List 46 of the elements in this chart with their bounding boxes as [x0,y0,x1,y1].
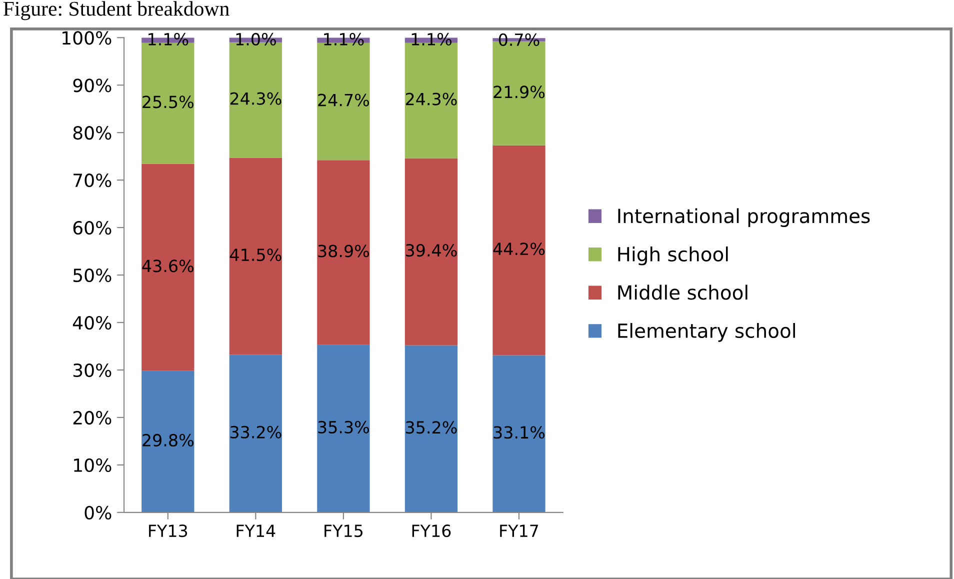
bar [317,160,370,345]
data-label: 29.8% [142,434,194,447]
data-label: 24.3% [406,92,457,106]
bar [492,355,546,512]
x-tick-label: FY17 [500,524,538,537]
bar [404,345,458,512]
data-label: 38.9% [318,244,369,258]
y-tick-label: 0% [84,506,112,520]
legend-label: Elementary school [618,323,795,342]
data-label: 35.3% [318,420,369,434]
x-tick-label: FY14 [236,524,276,537]
y-tick-label: 50% [73,268,112,282]
y-tick-label: 40% [72,316,112,330]
bar [142,164,194,371]
legend-label: International programmes [618,208,870,228]
data-label: 33.1% [494,426,545,439]
y-tick-label: 20% [73,410,112,425]
data-label: 44.2% [493,242,545,256]
data-label: 21.9% [494,86,545,98]
y-tick-label: 70% [74,174,112,188]
y-tick-label: 80% [73,126,112,140]
y-tick-label: 30% [73,363,112,378]
data-label: 24.3% [230,92,282,105]
y-tick-label: 60% [73,221,112,235]
y-tick-label: 100% [62,31,112,45]
bar [229,354,282,512]
data-label: 33.2% [230,426,282,438]
legend-label: Middle school [618,284,748,300]
data-label: 41.5% [230,248,282,262]
bar [404,158,458,346]
data-label: 24.7% [318,94,369,106]
data-label: 43.6% [142,260,194,272]
bar [492,145,546,356]
legend-label: High school [618,246,728,266]
data-label: 35.2% [406,421,457,434]
bar [317,344,370,512]
x-tick-label: FY13 [149,524,188,538]
chart-title: Figure: Student breakdown [3,1,230,20]
y-tick-label: 90% [73,78,112,92]
data-label: 25.5% [142,96,194,108]
y-tick-label: 10% [74,458,112,472]
data-label: 39.4% [406,244,457,257]
x-tick-label: FY15 [324,524,362,538]
x-tick-label: FY16 [412,524,451,538]
bar [142,370,194,512]
bar [229,158,282,355]
